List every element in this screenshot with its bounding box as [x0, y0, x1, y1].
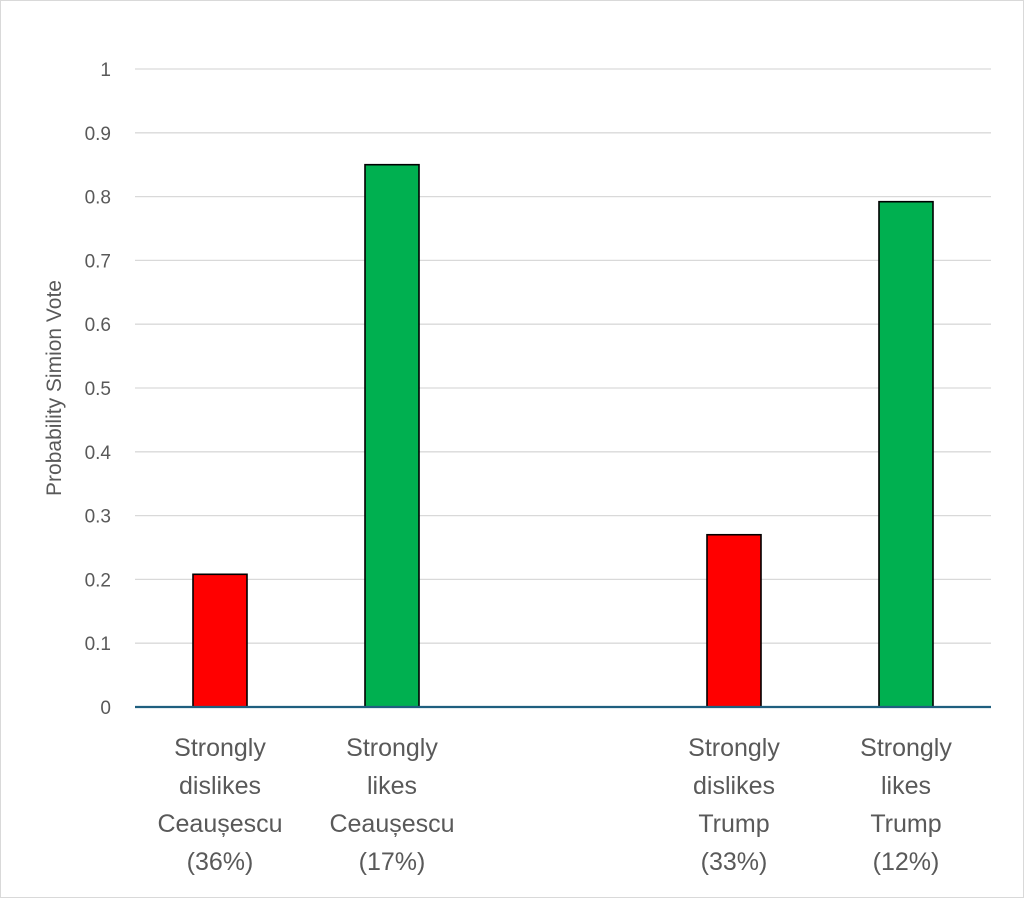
bar: [706, 533, 762, 708]
category-label-line: Strongly: [860, 734, 952, 762]
category-label-line: Strongly: [174, 734, 266, 762]
category-label: Strongly dislikes Ceaușescu (36%): [157, 734, 282, 876]
bar: [364, 163, 420, 708]
y-axis-title: Probability Simion Vote: [43, 280, 66, 496]
category-label: Strongly likes Trump (12%): [860, 734, 952, 876]
category-label-line: dislikes: [693, 772, 775, 800]
y-tick-label: 0.9: [85, 124, 111, 145]
category-label-line: Ceaușescu: [329, 810, 454, 838]
category-label-line: Strongly: [346, 734, 438, 762]
category-label-line: (33%): [701, 848, 768, 876]
category-label-line: (17%): [359, 848, 426, 876]
y-tick-label: 1: [100, 60, 111, 81]
category-label: Strongly likes Ceaușescu (17%): [329, 734, 454, 876]
y-tick-label: 0: [100, 698, 111, 719]
bar: [192, 573, 248, 708]
category-label-line: Trump: [698, 810, 769, 838]
y-tick-label: 0.5: [85, 379, 111, 400]
category-label-line: (12%): [873, 848, 940, 876]
bar: [878, 200, 934, 708]
y-tick-label: 0.3: [85, 507, 111, 528]
y-tick-label: 0.4: [85, 443, 112, 464]
y-tick-label: 0.8: [85, 188, 111, 209]
y-tick-label: 0.7: [85, 251, 111, 272]
gridlines: [135, 68, 991, 644]
y-tick-label: 0.6: [85, 315, 111, 336]
category-label-line: likes: [881, 772, 931, 800]
category-label-line: Ceaușescu: [157, 810, 282, 838]
category-labels: Strongly dislikes Ceaușescu (36%) Strongly li…: [157, 734, 952, 876]
bars: [192, 163, 934, 708]
y-tick-label: 0.1: [85, 634, 111, 655]
category-label-line: dislikes: [179, 772, 261, 800]
category-label: Strongly dislikes Trump (33%): [688, 734, 780, 876]
y-tick-labels: 0 0.1 0.2 0.3 0.4 0.5 0.6 0.7 0.8 0.9 1: [85, 60, 112, 719]
y-tick-label: 0.2: [85, 570, 111, 591]
category-label-line: (36%): [187, 848, 254, 876]
category-label-line: Trump: [870, 810, 941, 838]
category-label-line: Strongly: [688, 734, 780, 762]
category-label-line: likes: [367, 772, 417, 800]
